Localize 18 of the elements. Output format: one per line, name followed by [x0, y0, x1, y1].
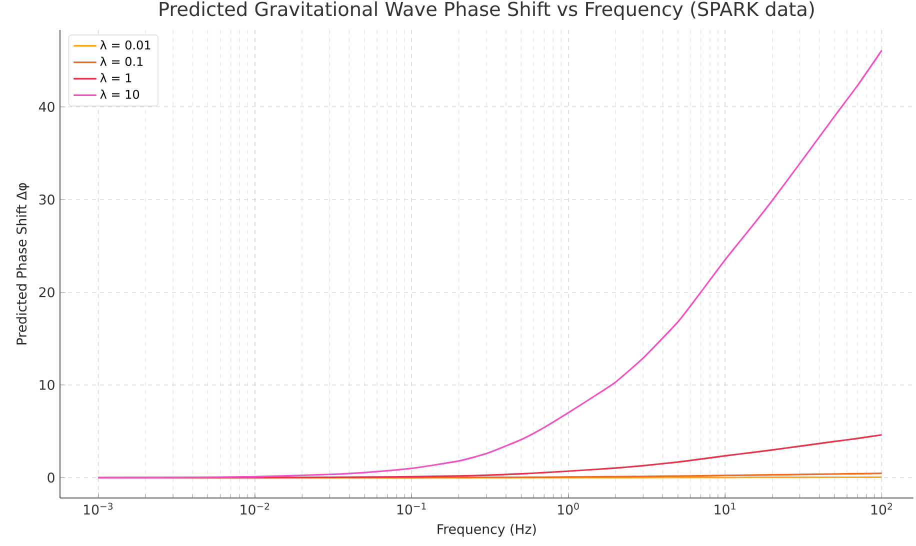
- legend-label: λ = 0.1: [100, 56, 143, 66]
- y-tick-label: 20: [39, 287, 54, 298]
- x-tick-label: 10$^{0}$: [558, 502, 579, 515]
- y-tick-label: 10: [40, 380, 54, 390]
- x-axis-title: Frequency (Hz): [438, 524, 536, 537]
- y-axis-title: Predicted Phase Shift Δφ: [16, 183, 30, 344]
- y-tick-label: 40: [38, 102, 54, 112]
- legend-label: λ = 0.01: [100, 40, 150, 50]
- x-tick-label: 10$^{−1}$: [397, 502, 426, 515]
- legend-label: λ = 1: [100, 73, 132, 82]
- x-tick-label: 10$^{−2}$: [240, 502, 270, 515]
- x-tick-label: 10$^{2}$: [871, 502, 892, 515]
- y-tick-label: 30: [39, 194, 54, 205]
- legend-label: λ = 10: [100, 90, 140, 99]
- x-tick-label: 10$^{1}$: [714, 502, 736, 515]
- y-tick-label: 0: [48, 472, 54, 483]
- x-tick-label: 10$^{−3}$: [84, 502, 113, 515]
- chart-title: Predicted Gravitational Wave Phase Shift vs Frequency (SPARK data): [160, 1, 814, 20]
